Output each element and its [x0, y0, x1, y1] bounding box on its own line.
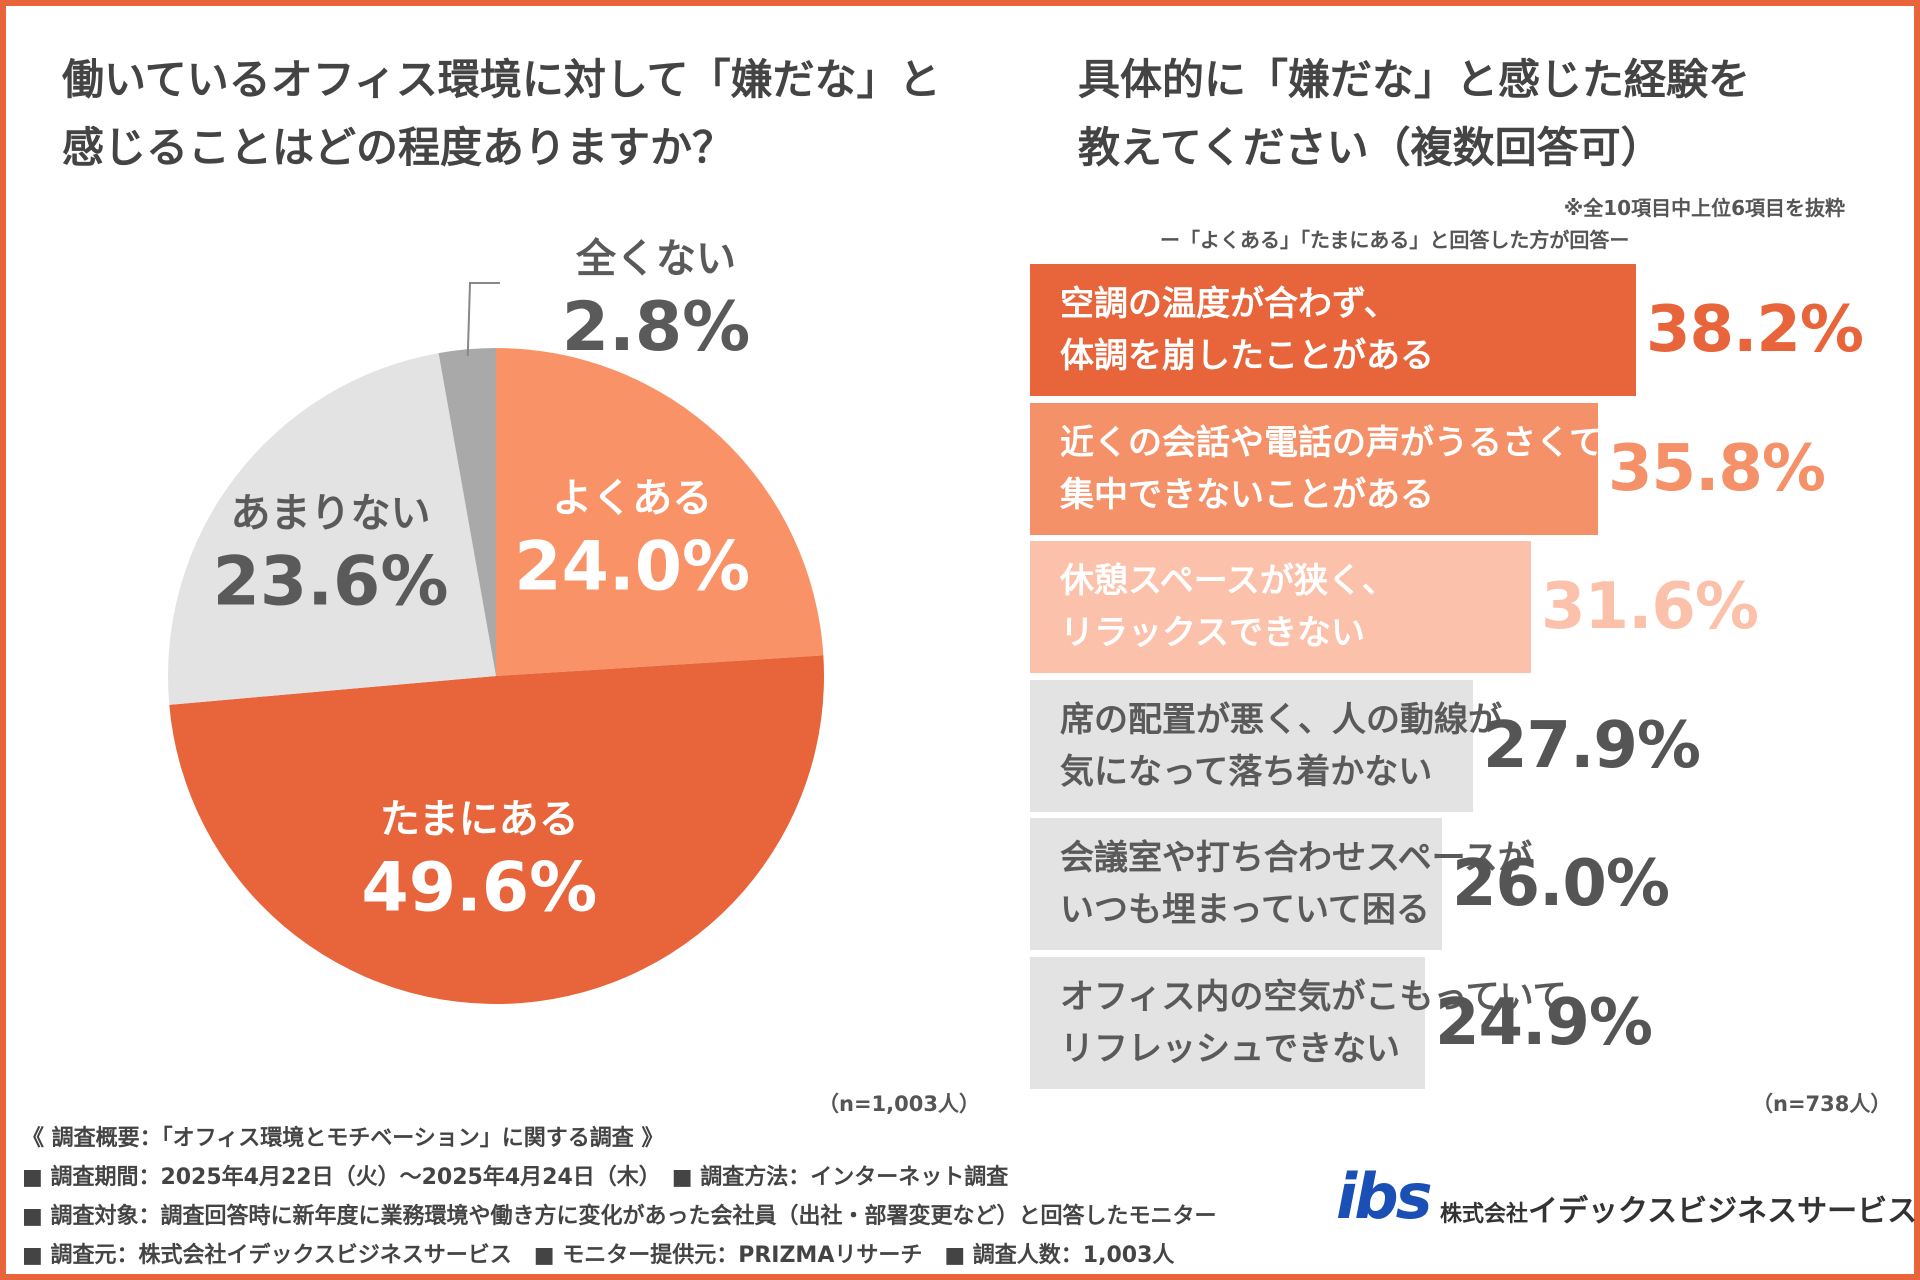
bar-label-0: 空調の温度が合わず、 体調を崩したことがある [1060, 278, 1434, 382]
footer-survey-source: ■ 調査元：株式会社イデックスビジネスサービス ■ モニター提供元：PRIZMA… [22, 1243, 1175, 1268]
pie-slice-label-3: 全くない [575, 236, 736, 282]
bar-label-5: オフィス内の空気がこもっていて リフレッシュできない [1060, 971, 1567, 1075]
bar-sample-size: （n=738人） [1752, 1092, 1892, 1116]
bar-title-line-2: 教えてください（複数回答可） [1078, 123, 1663, 172]
bar-label-3-line-0: 席の配置が悪く、人の動線が [1060, 699, 1502, 740]
company-name: 株式会社イデックスビジネスサービス [1440, 1186, 1917, 1230]
pie-slice-label-0: よくある [552, 475, 712, 521]
bar-label-3: 席の配置が悪く、人の動線が 気になって落ち着かない [1060, 694, 1502, 798]
bar-2 [1030, 541, 1531, 673]
bar-title-line-1: 具体的に「嫌だな」と感じた経験を [1078, 55, 1751, 104]
bar-label-3-line-1: 気になって落ち着かない [1060, 751, 1433, 792]
bar-label-2: 休憩スペースが狭く、 リラックスできない [1060, 555, 1396, 659]
bar-label-1: 近くの会話や電話の声がうるさくて 集中できないことがある [1060, 417, 1603, 521]
bar-0 [1030, 264, 1636, 396]
pie-slice-value-2: 23.6% [213, 542, 449, 621]
bar-value-2: 31.6% [1541, 570, 1759, 644]
footer-survey-title: 《 調査概要：「オフィス環境とモチベーション」に関する調査 》 [22, 1126, 664, 1151]
footer-survey-target: ■ 調査対象：調査回答時に新年度に業務環境や働き方に変化があった会社員（出社・部… [22, 1204, 1217, 1229]
bar-label-1-line-0: 近くの会話や電話の声がうるさくて [1060, 422, 1603, 463]
footer-survey-period: ■ 調査期間：2025年4月22日（火）～2025年4月24日（木） ■ 調査方… [22, 1165, 1009, 1190]
bar-value-1: 35.8% [1608, 431, 1826, 506]
pie-slice-2 [168, 353, 496, 705]
pie-slice-3 [438, 348, 496, 676]
pie-slice-value-1: 49.6% [361, 849, 597, 928]
bar-label-5-line-1: リフレッシュできない [1060, 1028, 1400, 1069]
bar-4 [1030, 818, 1442, 950]
bar-chart-title: 具体的に「嫌だな」と感じた経験を 教えてください（複数回答可） [1078, 46, 1898, 182]
pie-slice-1 [169, 655, 824, 1004]
pie-chart: よくある 24.0% たまにある 49.6% あまりない 23.6% 全くない 2.8% [168, 236, 824, 1004]
pie-slice-value-0: 24.0% [514, 527, 750, 606]
bar-label-5-line-0: オフィス内の空気がこもっていて [1060, 976, 1567, 1017]
bar-label-2-line-0: 休憩スペースが狭く、 [1060, 561, 1396, 601]
pie-chart-title: 働いているオフィス環境に対して「嫌だな」と 感じることはどの程度ありますか？ [62, 46, 962, 182]
pie-slice-value-3: 2.8% [562, 288, 751, 367]
pie-leader-line [466, 282, 500, 356]
pie-title-line-1: 働いているオフィス環境に対して「嫌だな」と [62, 55, 941, 104]
bar-value-4: 26.0% [1452, 847, 1670, 921]
bar-label-2-line-1: リラックスできない [1060, 613, 1365, 653]
company-logo-mark: ibs [1336, 1160, 1433, 1233]
bar-5 [1030, 956, 1425, 1089]
pie-slice-0 [496, 348, 824, 676]
bar-value-0: 38.2% [1646, 293, 1864, 367]
bar-label-4-line-0: 会議室や打ち合わせスペースが [1060, 838, 1532, 878]
company-prefix: 株式会社 [1440, 1202, 1529, 1227]
bar-3 [1030, 679, 1473, 812]
note-respondents: ー「よくある」「たまにある」と回答した方が回答ー [1160, 228, 1630, 252]
bar-value-5: 24.9% [1435, 985, 1653, 1060]
bar-1 [1030, 402, 1598, 535]
note-top-items: ※全10項目中上位6項目を抜粋 [1563, 196, 1845, 220]
bar-label-4: 会議室や打ち合わせスペースが いつも埋まっていて困る [1060, 832, 1532, 936]
pie-title-line-2: 感じることはどの程度ありますか？ [62, 123, 735, 172]
logo-mark-text: ibs [1336, 1160, 1433, 1233]
pie-sample-size: （n=1,003人） [818, 1092, 980, 1116]
bar-label-0-line-1: 体調を崩したことがある [1060, 336, 1434, 376]
pie-slice-label-1: たまにある [380, 797, 579, 843]
company-name-text: イデックスビジネスサービス [1528, 1194, 1918, 1229]
bar-label-4-line-1: いつも埋まっていて困る [1060, 890, 1430, 930]
bar-label-0-line-0: 空調の温度が合わず、 [1060, 284, 1398, 324]
pie-slice-label-2: あまりない [231, 490, 431, 536]
bar-value-3: 27.9% [1483, 708, 1701, 783]
bar-label-1-line-1: 集中できないことがある [1060, 474, 1434, 515]
